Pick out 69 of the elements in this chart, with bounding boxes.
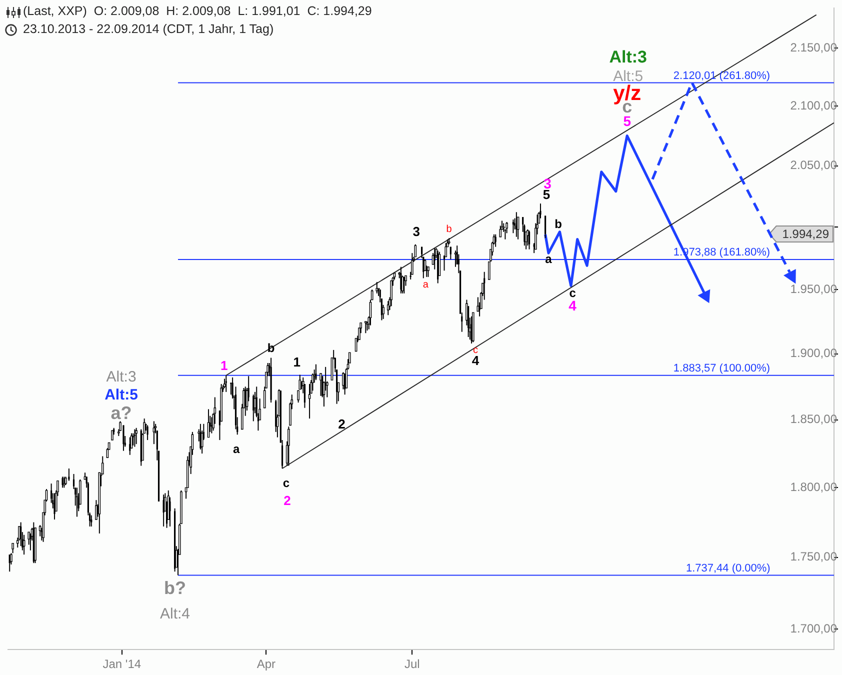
annotation: Alt:5 [104,386,138,404]
candlestick [512,219,514,234]
annotation: 1 [220,358,228,373]
y-tick-label: 2.100,00 [790,98,838,113]
annotation: Alt:3 [106,368,136,386]
candlestick [516,212,518,238]
candlestick [320,372,322,396]
annotation: Alt:4 [160,605,190,622]
annotation: 2 [284,493,291,508]
annotation: c [569,286,576,300]
y-tick-label: 1.850,00 [790,412,838,426]
annotation: a? [110,403,132,424]
annotation: b [554,217,562,232]
y-tick-label: 1.700,00 [790,621,838,636]
candlestick [288,426,290,466]
candlestick [230,382,232,396]
candlestick [111,430,114,440]
candlestick [450,246,452,260]
x-tick-label: Jan '14 [102,657,142,672]
candlestick [146,424,148,441]
y-tick-label: 1.900,00 [790,346,838,360]
candlestick [422,256,424,279]
candlestick [390,280,392,307]
annotation: b [446,224,452,235]
candlestick [12,542,14,554]
annotation: c [282,476,290,490]
annotation: Alt:3 [609,47,647,66]
annotation: 2.120,01 (261.80%) [673,70,770,82]
candlestick [315,364,317,381]
candlestick [544,215,546,239]
annotation: 3 [412,224,420,239]
candlestick [524,224,526,246]
candlestick [169,496,171,527]
candlestick [400,266,402,294]
candlestick [54,492,56,520]
annotation: 3 [544,175,552,192]
y-tick-label: 1.950,00 [790,282,838,296]
annotation: 1.737,44 (0.00%) [686,562,770,574]
candlestick [200,423,202,450]
annotation: b? [164,578,186,598]
x-tick-label: Jul [404,657,420,672]
candlestick [134,428,136,448]
candlestick [122,424,124,452]
candlestick [135,427,138,445]
annotation: a [422,280,429,291]
annotation: 2 [338,416,346,432]
annotation: Alt:5 [613,68,644,85]
chart-title: (Last, XXP) O: 2.009,08 H: 2.009,08 L: 1.991,01 C: 1.994,29 [23,4,372,18]
annotation: a [233,442,240,456]
x-tick-label: Apr [256,657,276,672]
annotation: 1.883,57 (100.00%) [673,362,770,374]
annotation: 4 [568,297,577,314]
annotation: 1.994,29 [782,226,830,241]
annotation: 1 [293,354,301,370]
candlestick [364,321,367,334]
candlestick [528,230,530,250]
candlestick [68,468,70,482]
candlestick [62,476,64,488]
candlestick [336,369,338,404]
candlestick [90,514,92,527]
candlestick [308,384,311,420]
y-tick-label: 1.800,00 [790,480,838,494]
annotation: 5 [623,113,632,130]
text: 23.10.2013 - 22.09.2014 (CDT, 1 Jahr, 1 Tag) [23,22,274,36]
candlestick [466,299,468,326]
y-tick-label: 1.750,00 [790,550,838,564]
y-tick-label: 2.050,00 [790,158,838,172]
candlestick [526,228,529,246]
y-tick-label: 2.150,00 [790,40,838,54]
